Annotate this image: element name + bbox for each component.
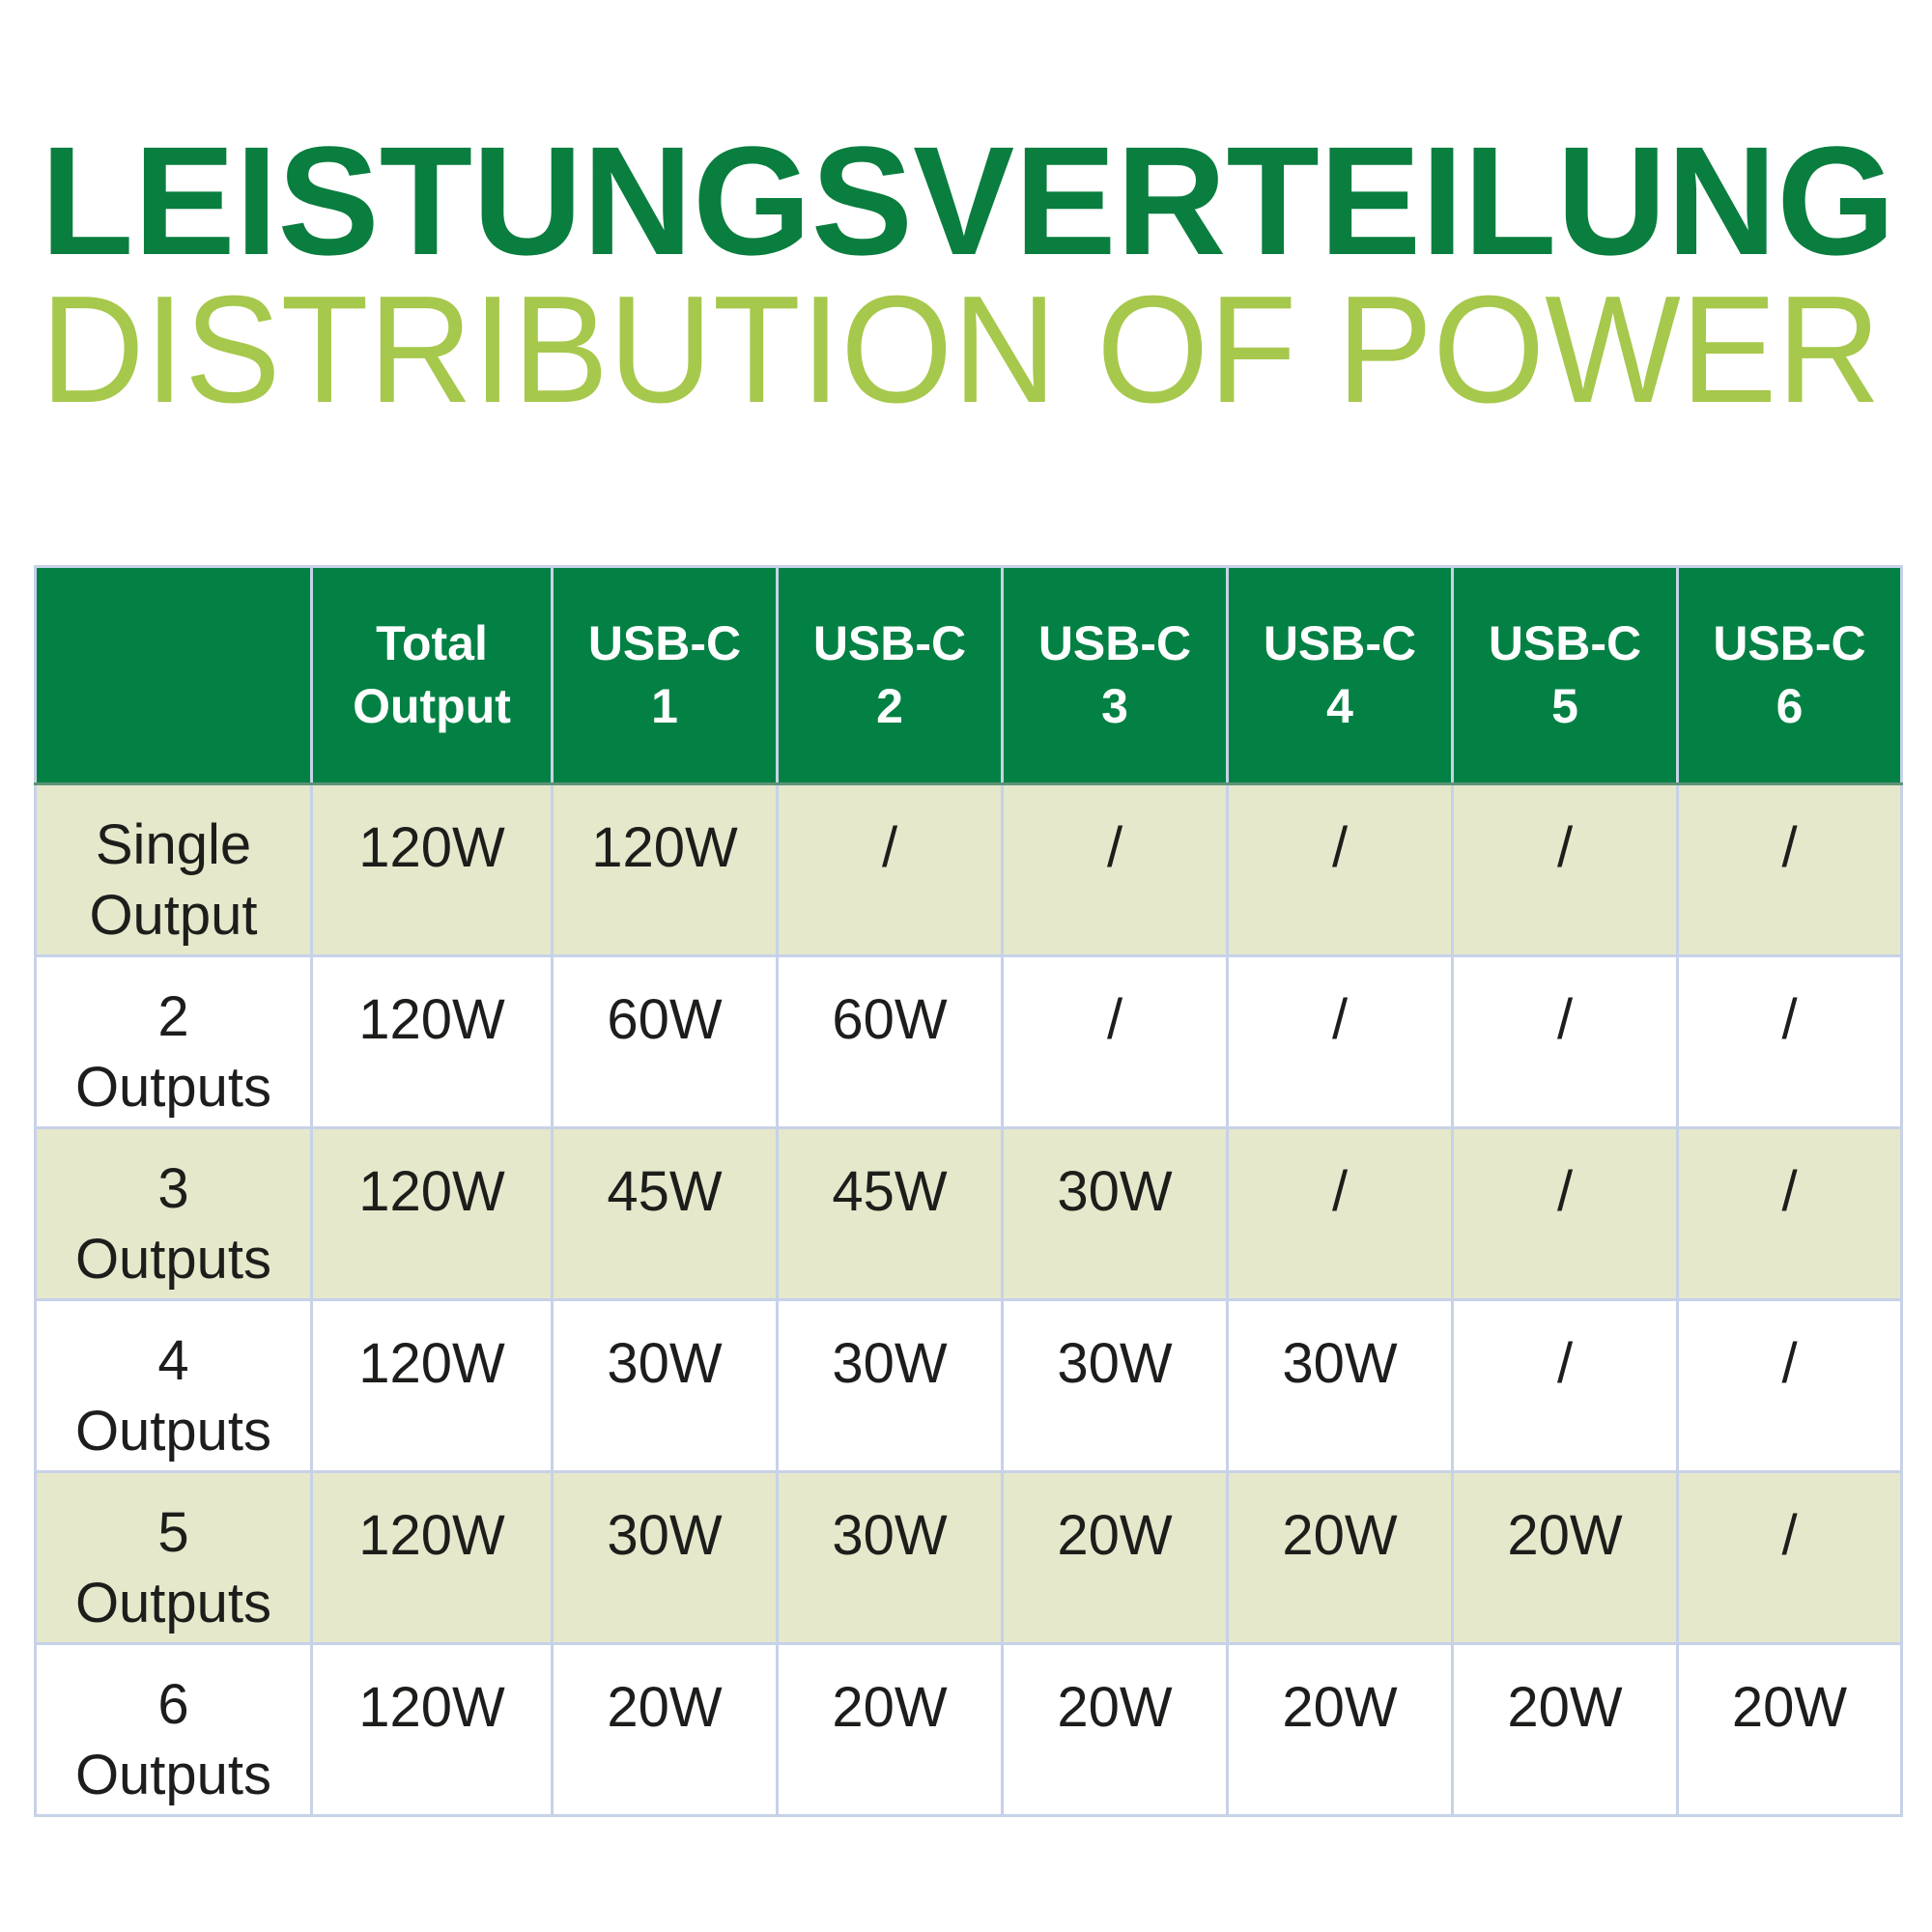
table-cell: / bbox=[1676, 954, 1903, 1129]
table-cell: 120W bbox=[310, 1126, 554, 1301]
table-row-5-outputs: 5 Outputs 120W 30W 30W 20W 20W 20W / bbox=[34, 1470, 1903, 1645]
table-cell: 20W bbox=[1676, 1642, 1903, 1817]
page-subtitle: DISTRIBUTION OF POWER bbox=[41, 265, 1881, 435]
table-cell: 20W bbox=[1226, 1642, 1454, 1817]
table-cell: 30W bbox=[551, 1470, 779, 1645]
col-header-usbc-6: USB-C 6 bbox=[1676, 565, 1903, 785]
table-row-2-outputs: 2 Outputs 120W 60W 60W / / / / bbox=[34, 954, 1903, 1129]
table-cell: 30W bbox=[776, 1298, 1004, 1473]
col-header-usbc-2: USB-C 2 bbox=[776, 565, 1004, 785]
table-cell: 45W bbox=[776, 1126, 1004, 1301]
row-label: 5 Outputs bbox=[34, 1470, 313, 1645]
table-cell: / bbox=[1676, 1470, 1903, 1645]
power-distribution-table: Total Output USB-C 1 USB-C 2 USB-C 3 USB… bbox=[34, 565, 1903, 1817]
table-cell: 120W bbox=[310, 954, 554, 1129]
table-cell: 20W bbox=[776, 1642, 1004, 1817]
table-cell: 20W bbox=[1226, 1470, 1454, 1645]
table-row-single-output: Single Output 120W 120W / / / / / bbox=[34, 782, 1903, 957]
col-header-total-output: Total Output bbox=[310, 565, 554, 785]
table-cell: 120W bbox=[310, 782, 554, 957]
col-header-usbc-4: USB-C 4 bbox=[1226, 565, 1454, 785]
table-cell: / bbox=[1451, 782, 1679, 957]
table-cell: / bbox=[1226, 782, 1454, 957]
table-cell: / bbox=[1226, 954, 1454, 1129]
corner-cell bbox=[34, 565, 313, 785]
table-cell: 20W bbox=[1001, 1642, 1229, 1817]
row-label: 4 Outputs bbox=[34, 1298, 313, 1473]
table-row-3-outputs: 3 Outputs 120W 45W 45W 30W / / / bbox=[34, 1126, 1903, 1301]
col-header-usbc-5: USB-C 5 bbox=[1451, 565, 1679, 785]
row-label: 2 Outputs bbox=[34, 954, 313, 1129]
table-cell: / bbox=[776, 782, 1004, 957]
table-cell: 120W bbox=[551, 782, 779, 957]
table-cell: / bbox=[1451, 954, 1679, 1129]
col-header-usbc-3: USB-C 3 bbox=[1001, 565, 1229, 785]
table-cell: / bbox=[1451, 1298, 1679, 1473]
col-header-usbc-1: USB-C 1 bbox=[551, 565, 779, 785]
table-cell: 45W bbox=[551, 1126, 779, 1301]
table-cell: / bbox=[1676, 1298, 1903, 1473]
table-cell: / bbox=[1676, 782, 1903, 957]
page-header: LEISTUNGSVERTEILUNG DISTRIBUTION OF POWE… bbox=[41, 114, 1895, 435]
table-cell: 120W bbox=[310, 1298, 554, 1473]
table-cell: 30W bbox=[1226, 1298, 1454, 1473]
table-cell: / bbox=[1001, 782, 1229, 957]
table-cell: 30W bbox=[551, 1298, 779, 1473]
table-cell: 120W bbox=[310, 1642, 554, 1817]
table-cell: 30W bbox=[776, 1470, 1004, 1645]
table-cell: 120W bbox=[310, 1470, 554, 1645]
table-row-6-outputs: 6 Outputs 120W 20W 20W 20W 20W 20W 20W bbox=[34, 1642, 1903, 1817]
table-cell: 20W bbox=[551, 1642, 779, 1817]
table-cell: / bbox=[1226, 1126, 1454, 1301]
table-cell: 20W bbox=[1451, 1470, 1679, 1645]
table-header-row: Total Output USB-C 1 USB-C 2 USB-C 3 USB… bbox=[34, 565, 1903, 785]
page-title: LEISTUNGSVERTEILUNG bbox=[41, 114, 1895, 287]
table-cell: 20W bbox=[1001, 1470, 1229, 1645]
table-cell: 60W bbox=[551, 954, 779, 1129]
table-cell: / bbox=[1451, 1126, 1679, 1301]
row-label: 3 Outputs bbox=[34, 1126, 313, 1301]
table-row-4-outputs: 4 Outputs 120W 30W 30W 30W 30W / / bbox=[34, 1298, 1903, 1473]
row-label: 6 Outputs bbox=[34, 1642, 313, 1817]
table-cell: 20W bbox=[1451, 1642, 1679, 1817]
table-cell: / bbox=[1001, 954, 1229, 1129]
row-label: Single Output bbox=[34, 782, 313, 957]
table-cell: / bbox=[1676, 1126, 1903, 1301]
table-cell: 30W bbox=[1001, 1298, 1229, 1473]
table-cell: 60W bbox=[776, 954, 1004, 1129]
table-cell: 30W bbox=[1001, 1126, 1229, 1301]
